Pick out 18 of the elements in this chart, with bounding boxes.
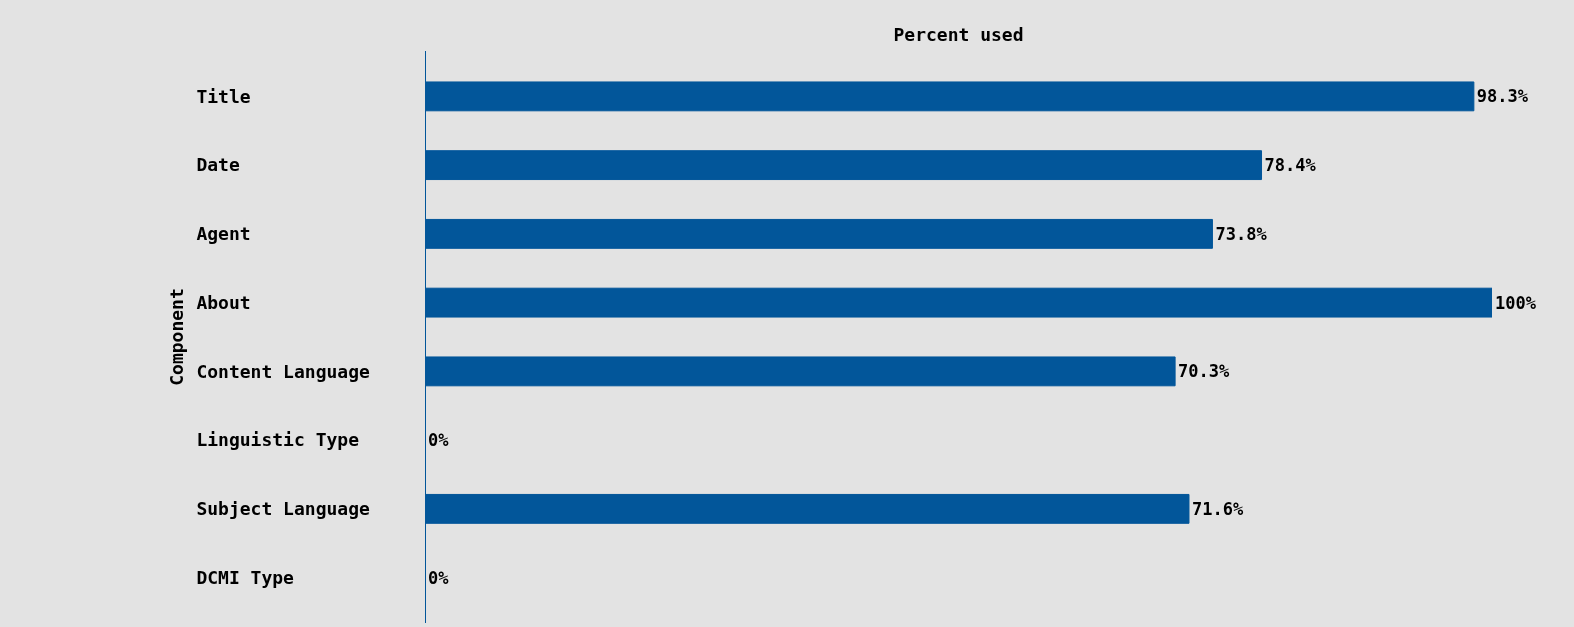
data-label: 98.3% <box>1476 86 1529 107</box>
chart-title: Percent used <box>893 23 1024 45</box>
y-tick-label: Subject Language <box>196 498 424 520</box>
y-tick-label: Title <box>196 85 424 107</box>
y-tick-label: Date <box>196 154 424 176</box>
data-label: 100% <box>1495 292 1537 313</box>
data-label: 71.6% <box>1191 498 1244 519</box>
data-label: 70.3% <box>1178 361 1231 382</box>
y-axis-title: Component <box>165 288 187 386</box>
y-tick-label: About <box>196 291 424 313</box>
y-tick-label: DCMI Type <box>196 566 424 588</box>
data-label: 73.8% <box>1215 223 1268 244</box>
data-label: 78.4% <box>1264 155 1317 176</box>
y-tick-label: Linguistic Type <box>196 429 424 451</box>
data-label: 0% <box>428 430 450 451</box>
y-tick-label: Content Language <box>196 360 424 382</box>
data-label: 0% <box>428 567 450 588</box>
y-tick-label: Agent <box>196 223 424 245</box>
